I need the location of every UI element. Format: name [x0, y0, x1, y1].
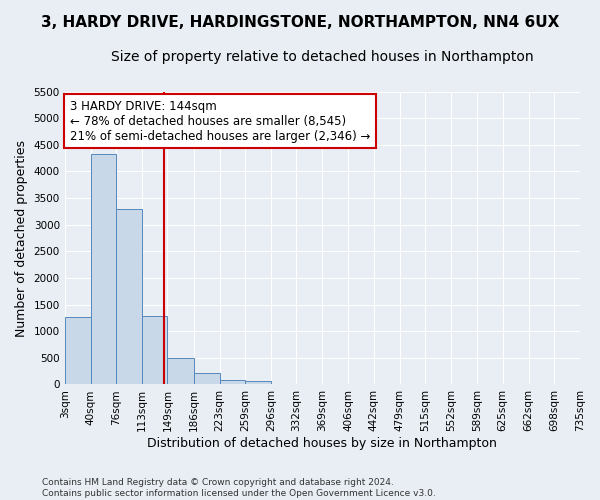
- Bar: [193, 374, 220, 384]
- Text: 3, HARDY DRIVE, HARDINGSTONE, NORTHAMPTON, NN4 6UX: 3, HARDY DRIVE, HARDINGSTONE, NORTHAMPTO…: [41, 15, 559, 30]
- Title: Size of property relative to detached houses in Northampton: Size of property relative to detached ho…: [111, 50, 533, 64]
- Text: Contains HM Land Registry data © Crown copyright and database right 2024.
Contai: Contains HM Land Registry data © Crown c…: [42, 478, 436, 498]
- X-axis label: Distribution of detached houses by size in Northampton: Distribution of detached houses by size …: [148, 437, 497, 450]
- Bar: [220, 380, 245, 384]
- Bar: [91, 154, 116, 384]
- Bar: [65, 317, 91, 384]
- Bar: [167, 358, 194, 384]
- Bar: [142, 316, 167, 384]
- Bar: [245, 382, 271, 384]
- Text: 3 HARDY DRIVE: 144sqm
← 78% of detached houses are smaller (8,545)
21% of semi-d: 3 HARDY DRIVE: 144sqm ← 78% of detached …: [70, 100, 370, 142]
- Y-axis label: Number of detached properties: Number of detached properties: [15, 140, 28, 336]
- Bar: [116, 208, 142, 384]
